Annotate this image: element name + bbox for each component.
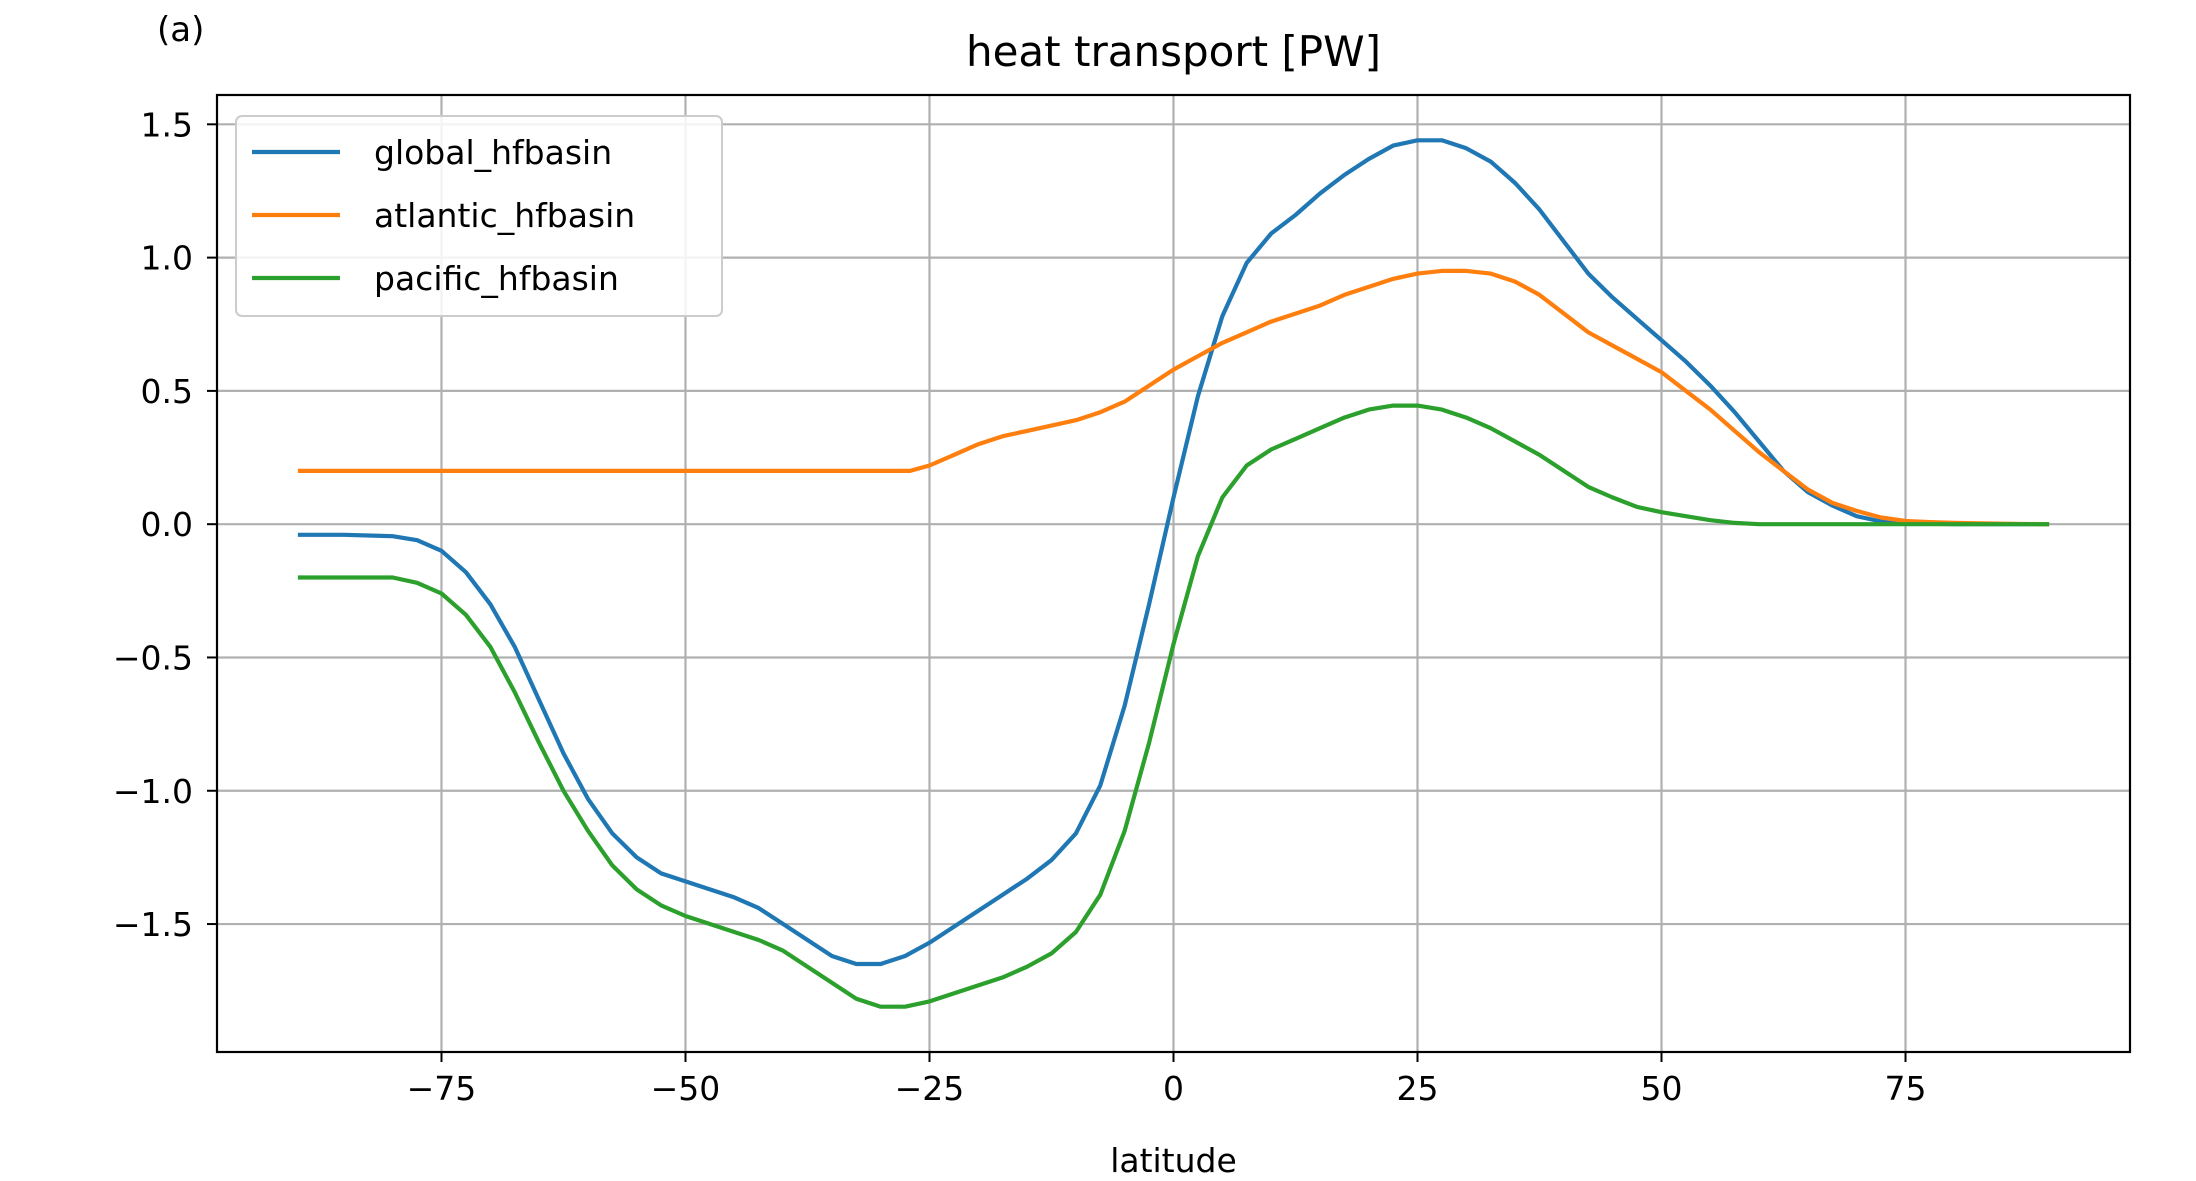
x-tick-label: −25: [895, 1069, 965, 1108]
legend-box: [235, 115, 723, 317]
legend-label: global_hfbasin: [374, 133, 612, 172]
series-line-pacific_hfbasin: [297, 403, 2050, 1009]
legend-label: pacific_hfbasin: [374, 259, 619, 298]
y-tick-label: 0.5: [141, 372, 193, 411]
series-line-atlantic_hfbasin: [297, 268, 2050, 527]
x-tick-label: 0: [1163, 1069, 1184, 1108]
x-tick-label: 50: [1641, 1069, 1683, 1108]
y-tick-label: −0.5: [113, 638, 193, 677]
y-tick-label: 1.5: [141, 105, 193, 144]
x-tick-label: −75: [407, 1069, 477, 1108]
series-line-global_hfbasin: [297, 138, 2050, 967]
x-tick-label: 75: [1885, 1069, 1927, 1108]
y-tick-label: −1.0: [113, 772, 193, 811]
panel-label: (a): [157, 10, 205, 50]
x-axis-label: latitude: [1110, 1141, 1237, 1180]
legend-label: atlantic_hfbasin: [374, 196, 635, 235]
y-tick-label: 0.0: [141, 505, 193, 544]
x-tick-label: 25: [1397, 1069, 1439, 1108]
chart-title: heat transport [PW]: [966, 27, 1381, 76]
y-tick-label: −1.5: [113, 905, 193, 944]
y-tick-label: 1.0: [141, 239, 193, 278]
x-tick-label: −50: [651, 1069, 721, 1108]
